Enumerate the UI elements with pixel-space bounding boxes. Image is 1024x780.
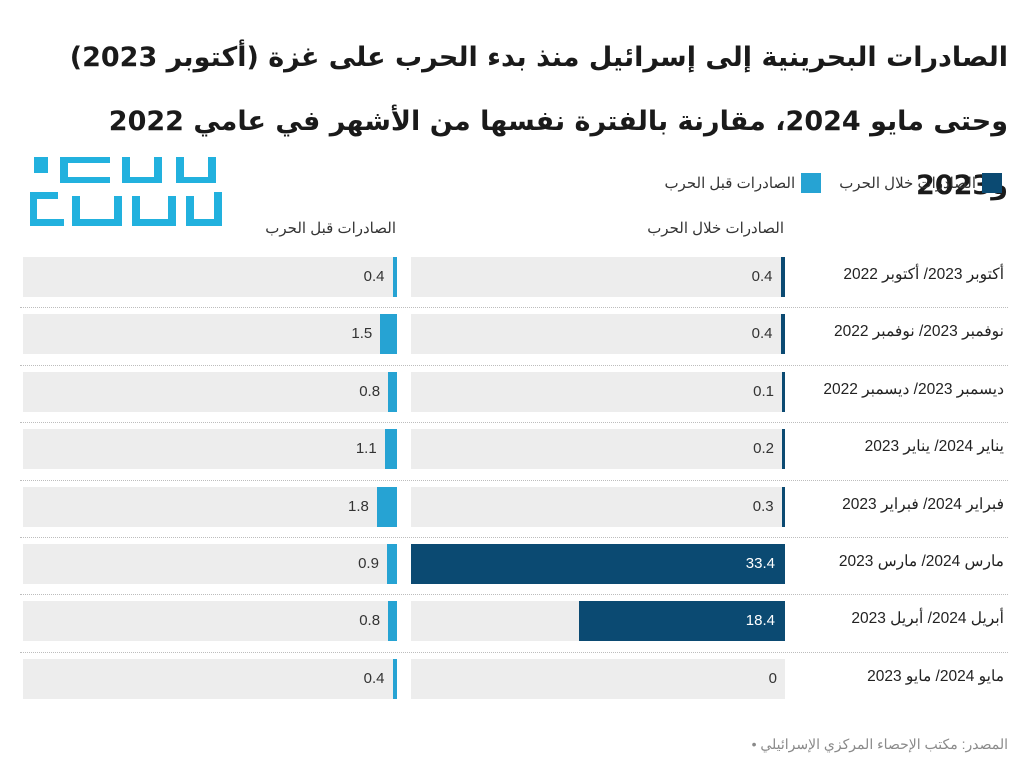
value-label-before: 0.8 [359, 382, 381, 400]
track-during: 33.4 [411, 544, 785, 584]
chart-row: يناير 2024/ يناير 2023 0.2 1.1 [20, 427, 1008, 484]
chart-row: مايو 2024/ مايو 2023 0 0.4 [20, 657, 1008, 714]
chart-row: ديسمبر 2023/ ديسمبر 2022 0.1 0.8 [20, 370, 1008, 427]
category-label: فبراير 2024/ فبراير 2023 [842, 495, 1004, 513]
category-label: أكتوبر 2023/ أكتوبر 2022 [843, 266, 1004, 283]
legend: الصادرات خلال الحرب الصادرات قبل الحرب [646, 173, 1002, 193]
row-separator [20, 594, 1008, 596]
chart-row: أكتوبر 2023/ أكتوبر 2022 0.4 0.4 [20, 255, 1008, 312]
column-header-during: الصادرات خلال الحرب [647, 220, 784, 237]
legend-label-during: الصادرات خلال الحرب [839, 175, 976, 192]
bar-during [578, 601, 785, 642]
track-before: 0.4 [23, 257, 397, 297]
track-during: 0.2 [411, 429, 785, 470]
value-label-during: 0.3 [752, 497, 774, 515]
legend-item-during: الصادرات خلال الحرب [839, 173, 1002, 193]
value-label-before: 1.1 [355, 440, 377, 458]
track-during: 0.4 [411, 257, 785, 297]
chart-row: أبريل 2024/ أبريل 2023 18.4 0.8 [20, 599, 1008, 656]
chart-row: مارس 2024/ مارس 2023 33.4 0.9 [20, 542, 1008, 599]
value-label-before: 0.8 [359, 612, 381, 630]
value-label-before: 1.5 [351, 325, 373, 343]
category-label: مارس 2024/ مارس 2023 [838, 553, 1004, 570]
category-label: أبريل 2024/ أبريل 2023 [851, 610, 1004, 628]
chart-row: نوفمبر 2023/ نوفمبر 2022 0.4 1.5 [20, 312, 1008, 369]
track-during: 18.4 [411, 601, 785, 642]
track-during: 0.3 [411, 486, 785, 527]
column-header-before: الصادرات قبل الحرب [265, 220, 396, 237]
bar-before [380, 314, 397, 355]
value-label-before: 0.9 [358, 555, 379, 572]
row-separator [20, 422, 1008, 424]
value-label-before: 0.4 [363, 268, 385, 285]
track-before: 0.9 [23, 544, 397, 584]
legend-swatch-during [982, 173, 1002, 193]
logo-arabi-post [30, 157, 222, 226]
value-label-during: 0.2 [753, 440, 774, 458]
row-separator [20, 364, 1008, 366]
legend-item-before: الصادرات قبل الحرب [664, 173, 822, 193]
value-label-during: 0.1 [753, 382, 774, 400]
bar-before [376, 486, 397, 527]
legend-label-before: الصادرات قبل الحرب [664, 175, 796, 192]
bar-during [781, 486, 785, 527]
row-separator [20, 307, 1008, 309]
category-label: نوفمبر 2023/ نوفمبر 2022 [833, 323, 1004, 341]
category-label: يناير 2024/ يناير 2023 [864, 438, 1004, 456]
bar-before [384, 429, 397, 470]
legend-swatch-before [801, 173, 822, 193]
bar-during [782, 429, 785, 470]
bar-before [388, 371, 397, 412]
value-label-during: 0 [768, 669, 777, 687]
track-before: 1.1 [23, 429, 397, 470]
bar-before [386, 544, 397, 584]
bar-during [780, 314, 785, 355]
value-label-before: 0.4 [363, 669, 385, 687]
track-during: 0 [411, 658, 785, 699]
bar-before [388, 601, 397, 642]
bar-during [782, 371, 785, 412]
source-note: المصدر: مكتب الإحصاء المركزي الإسرائيلي … [751, 736, 1008, 752]
bar-before [392, 658, 397, 699]
track-during: 0.4 [411, 314, 785, 355]
track-before: 0.4 [23, 658, 397, 699]
value-label-during: 0.4 [751, 268, 773, 285]
category-label: ديسمبر 2023/ ديسمبر 2022 [823, 380, 1004, 398]
row-separator [20, 479, 1008, 481]
value-label-before: 1.8 [348, 497, 369, 515]
category-label: مايو 2024/ مايو 2023 [867, 667, 1004, 685]
row-separator [20, 537, 1008, 538]
track-before: 0.8 [23, 371, 397, 412]
chart-row: فبراير 2024/ فبراير 2023 0.3 1.8 [20, 485, 1008, 542]
value-label-during: 0.4 [751, 325, 773, 343]
value-label-during: 33.4 [745, 555, 775, 572]
track-before: 1.8 [23, 486, 397, 527]
track-before: 1.5 [23, 314, 397, 355]
row-separator [20, 651, 1008, 653]
value-label-during: 18.4 [745, 612, 775, 630]
track-during: 0.1 [411, 371, 785, 412]
bar-during [780, 257, 785, 297]
bar-before [392, 257, 397, 297]
track-before: 0.8 [23, 601, 397, 642]
bar-during [411, 544, 785, 584]
